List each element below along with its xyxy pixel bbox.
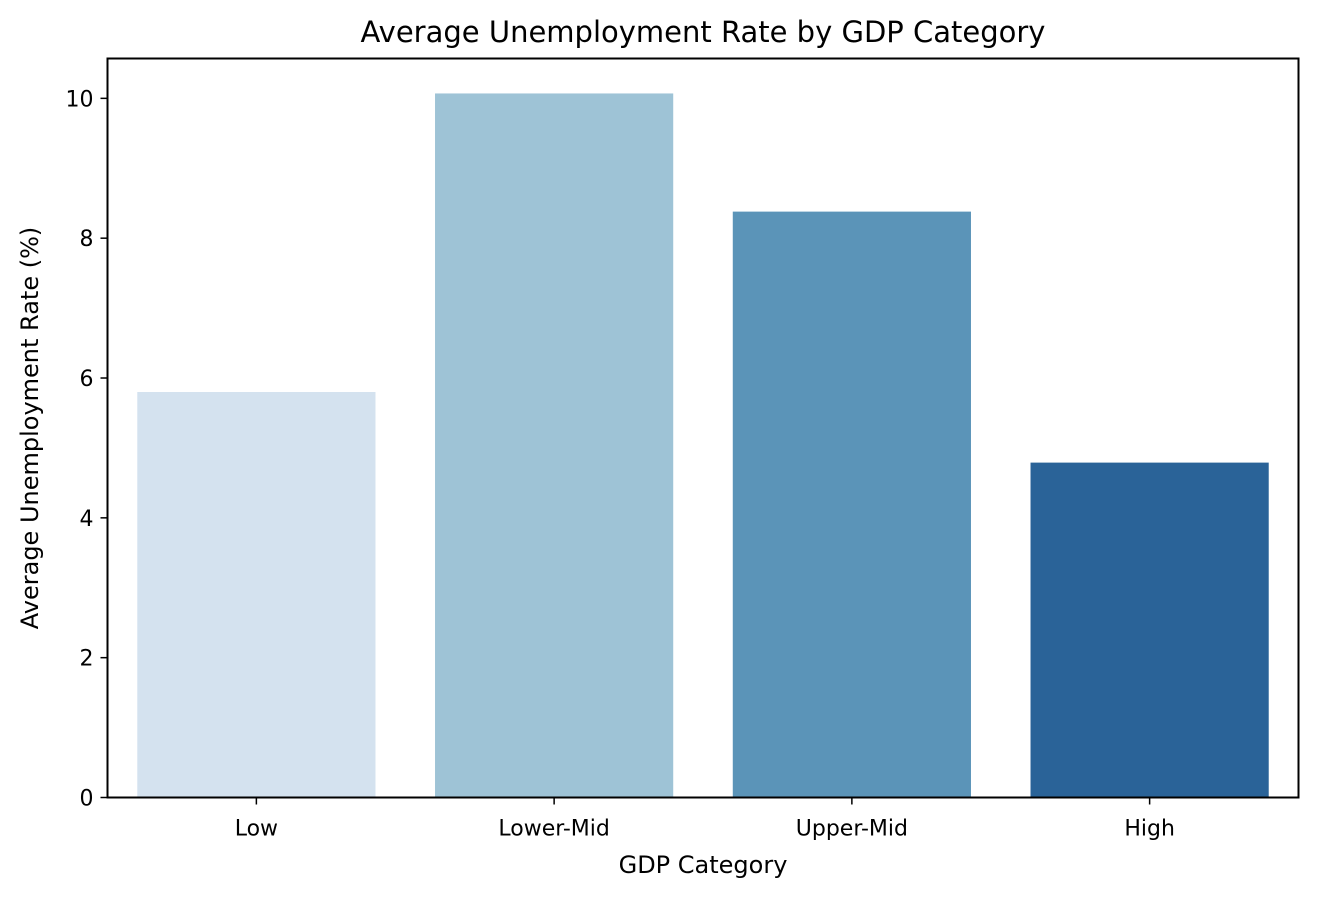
bars-group xyxy=(137,93,1269,798)
x-axis: Low Lower-Mid Upper-Mid High xyxy=(235,797,1175,842)
y-axis-label: Average Unemployment Rate (%) xyxy=(16,227,44,629)
y-tick-label: 0 xyxy=(80,787,94,812)
y-axis: 0 2 4 6 8 10 xyxy=(66,87,108,812)
y-tick-label: 2 xyxy=(80,647,94,672)
x-tick-label: High xyxy=(1124,817,1175,842)
chart-title: Average Unemployment Rate by GDP Categor… xyxy=(361,15,1046,49)
x-tick-label: Low xyxy=(235,817,278,842)
bar-lower-mid xyxy=(435,93,674,798)
bar-low xyxy=(137,391,376,798)
y-tick-label: 8 xyxy=(80,227,94,252)
x-tick-label: Lower-Mid xyxy=(498,817,610,842)
bar-upper-mid xyxy=(732,211,971,798)
x-axis-label: GDP Category xyxy=(619,851,788,879)
y-tick-label: 6 xyxy=(80,367,94,392)
bar-high xyxy=(1030,462,1269,798)
x-tick-label: Upper-Mid xyxy=(796,817,908,842)
y-tick-label: 4 xyxy=(80,507,94,532)
y-tick-label: 10 xyxy=(66,87,94,112)
plot-frame xyxy=(106,57,1300,799)
